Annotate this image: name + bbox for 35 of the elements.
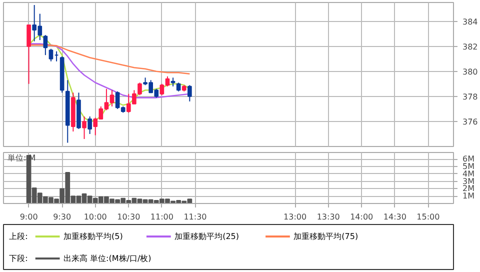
y-tick-label: 378 (462, 92, 478, 102)
y-tick-label: 5M (462, 162, 475, 172)
y-tick-label: 384 (462, 17, 478, 26)
x-tick-label: 13:30 (316, 212, 340, 222)
y-tick-label: 6M (462, 154, 475, 164)
x-tick-label: 10:30 (117, 212, 140, 222)
candlestick (48, 48, 54, 62)
y-tick-label: 2M (462, 184, 475, 194)
candlestick (82, 116, 86, 140)
candlestick (43, 34, 48, 56)
y-tick-label: 4M (462, 169, 475, 178)
legend-title: 下段: (9, 254, 28, 263)
candlestick (88, 116, 92, 134)
candlestick (26, 24, 31, 84)
candlestick (188, 84, 192, 102)
annotation: 単位: M (8, 154, 36, 162)
x-tick-label: 14:30 (383, 212, 406, 222)
x-tick-label: 11:30 (184, 212, 207, 222)
x-tick-label: 15:00 (416, 212, 440, 222)
y-tick-label: 382 (462, 42, 478, 52)
x-tick-label: 11:00 (150, 212, 174, 222)
x-tick-label: 9:30 (53, 212, 72, 222)
x-tick-label: 14:00 (350, 212, 374, 222)
legend-label: 加重移動平均(75) (294, 232, 358, 241)
legend-label: 加重移動平均(5) (64, 232, 123, 241)
legend-label: 加重移動平均(25) (174, 232, 240, 241)
y-tick-label: 3M (462, 176, 475, 186)
legend-title: 上段: (9, 232, 28, 241)
y-tick-label: 380 (462, 67, 478, 76)
x-tick-label: 9:00 (20, 212, 38, 222)
y-tick-label: 376 (462, 117, 478, 126)
y-tick-label: 1M (462, 192, 475, 201)
x-tick-label: 13:00 (284, 212, 307, 222)
x-tick-label: 10:00 (84, 212, 107, 222)
legend-label: 出来高 単位:(M株/口/枚) (64, 254, 152, 263)
